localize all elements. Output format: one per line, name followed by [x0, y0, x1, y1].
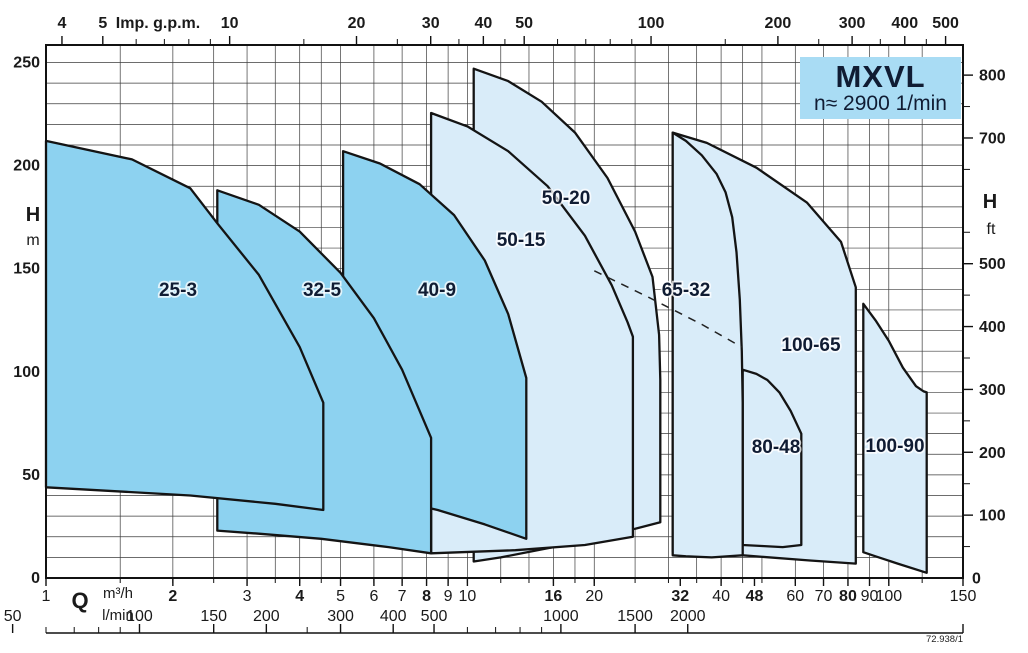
right-tick-label: 500	[979, 256, 1006, 273]
m3h-tick-label: 100	[875, 588, 902, 605]
m3h-tick-label: 80	[839, 588, 857, 605]
model-name: MXVL	[835, 58, 926, 94]
right-tick-label: 100	[979, 508, 1006, 525]
right-tick-label: 200	[979, 445, 1006, 462]
m3h-tick-label: 8	[422, 588, 431, 605]
m3h-tick-label: 70	[815, 588, 833, 605]
pump-label-100-90: 100-90	[865, 436, 924, 457]
left-tick-label: 200	[13, 158, 40, 175]
top-tick-label: 500	[932, 15, 959, 32]
bottom-axis-m3h	[45, 578, 964, 586]
m3h-tick-label: 48	[746, 588, 764, 605]
left-tick-label: 150	[13, 261, 40, 278]
title-box: MXVL n≈ 2900 1/min	[800, 57, 961, 119]
speed-rating: n≈ 2900 1/min	[814, 92, 947, 116]
right-axis-unit: ft	[987, 221, 996, 238]
left-tick-label: 100	[13, 364, 40, 381]
pump-envelopes	[44, 67, 928, 574]
m3h-tick-label: 1	[42, 588, 51, 605]
lmin-tick-label: 400	[380, 608, 407, 625]
pump-region-80-48	[741, 368, 803, 549]
left-tick-label: 50	[22, 467, 40, 484]
top-tick-label: 300	[839, 15, 866, 32]
m3h-tick-label: 2	[168, 588, 177, 605]
lmin-tick-label: 2000	[670, 608, 706, 625]
right-axis-h-ft	[963, 74, 973, 548]
right-tick-label: 800	[979, 68, 1006, 85]
m3h-tick-label: 60	[786, 588, 804, 605]
pump-label-25-3: 25-3	[159, 280, 197, 301]
m3h-tick-label: 20	[585, 588, 603, 605]
right-tick-label: 300	[979, 382, 1006, 399]
m3h-tick-label: 150	[950, 588, 977, 605]
right-tick-label: 0	[972, 571, 981, 588]
m3h-tick-label: 6	[369, 588, 378, 605]
m3h-tick-label: 4	[295, 588, 304, 605]
lmin-tick-label: 200	[253, 608, 280, 625]
m3h-tick-label: 3	[243, 588, 252, 605]
lmin-tick-label: 1500	[617, 608, 653, 625]
top-tick-label: 20	[348, 15, 366, 32]
left-axis-title: H	[26, 204, 40, 226]
m3h-tick-label: 90	[861, 588, 879, 605]
top-axis-imp-gpm	[61, 36, 947, 45]
pump-label-50-15: 50-15	[497, 230, 546, 251]
m3h-tick-label: 10	[458, 588, 476, 605]
m3h-tick-label: 7	[398, 588, 407, 605]
bottom-axis-lmin	[11, 624, 964, 634]
right-axis-title: H	[983, 191, 997, 213]
lmin-unit-label: l/min	[102, 607, 134, 624]
top-tick-label: 200	[765, 15, 792, 32]
m3h-tick-label: 16	[545, 588, 563, 605]
top-tick-label: 50	[515, 15, 533, 32]
m3h-tick-label: 40	[712, 588, 730, 605]
top-tick-label: 30	[422, 15, 440, 32]
top-tick-label: 400	[891, 15, 918, 32]
top-tick-label: 100	[638, 15, 665, 32]
lmin-tick-label: 150	[200, 608, 227, 625]
pump-label-50-20: 50-20	[542, 188, 591, 209]
top-tick-label: 10	[221, 15, 239, 32]
limit-dashed-line	[593, 270, 743, 348]
pump-label-80-48: 80-48	[752, 437, 801, 458]
pump-region-65-32	[671, 131, 744, 559]
lmin-tick-label: 1000	[543, 608, 579, 625]
right-tick-label: 400	[979, 319, 1006, 336]
pump-label-65-32: 65-32	[662, 280, 711, 301]
top-tick-label: 40	[474, 15, 492, 32]
left-tick-label: 250	[13, 55, 40, 72]
drawing-reference-number: 72.938/1	[926, 634, 963, 645]
pump-label-40-9: 40-9	[418, 280, 456, 301]
flow-axis-title: Q	[71, 588, 88, 613]
left-tick-label: 0	[31, 570, 40, 587]
top-axis-title: Imp. g.p.m.	[116, 15, 200, 32]
lmin-tick-label: 50	[4, 608, 22, 625]
lmin-tick-label: 100	[126, 608, 153, 625]
pump-region-25-3	[44, 139, 325, 512]
lmin-tick-label: 500	[421, 608, 448, 625]
top-tick-label: 5	[98, 15, 107, 32]
left-axis-unit: m	[26, 232, 39, 249]
right-tick-label: 700	[979, 130, 1006, 147]
pump-region-100-90	[862, 302, 928, 574]
m3h-tick-label: 32	[671, 588, 689, 605]
lmin-tick-label: 300	[327, 608, 354, 625]
pump-label-100-65: 100-65	[781, 335, 841, 356]
m3h-unit-label: m³/h	[103, 585, 133, 602]
m3h-tick-label: 5	[336, 588, 345, 605]
m3h-tick-label: 9	[444, 588, 453, 605]
top-tick-label: 4	[58, 15, 67, 32]
pump-label-32-5: 32-5	[303, 280, 341, 301]
